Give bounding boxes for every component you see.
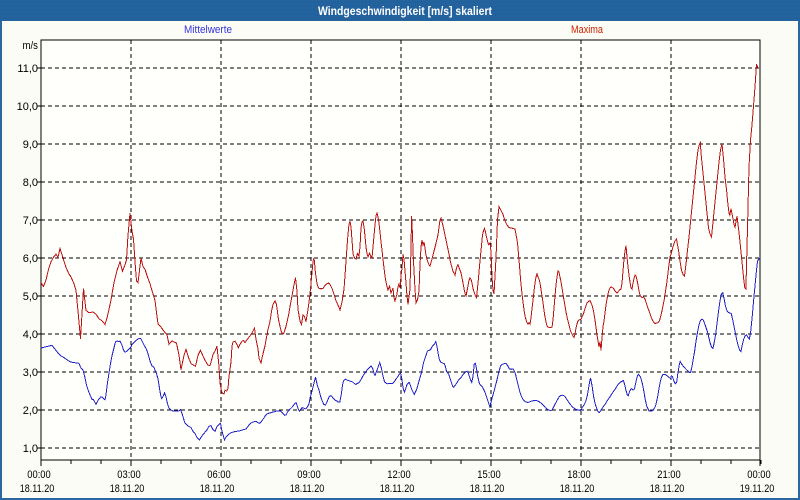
- svg-text:1,0: 1,0: [23, 443, 38, 455]
- svg-text:18.11.20: 18.11.20: [470, 483, 505, 495]
- svg-text:18.11.20: 18.11.20: [20, 483, 55, 495]
- svg-text:18.11.20: 18.11.20: [290, 483, 325, 495]
- svg-text:18.11.20: 18.11.20: [110, 483, 145, 495]
- svg-text:5,0: 5,0: [23, 291, 38, 303]
- svg-text:11,0: 11,0: [17, 63, 38, 75]
- svg-text:03:00: 03:00: [117, 469, 141, 481]
- svg-text:2,0: 2,0: [23, 405, 38, 417]
- svg-text:18.11.20: 18.11.20: [200, 483, 235, 495]
- svg-text:18.11.20: 18.11.20: [650, 483, 685, 495]
- svg-text:06:00: 06:00: [207, 469, 231, 481]
- svg-text:4,0: 4,0: [23, 329, 38, 341]
- svg-text:9,0: 9,0: [23, 139, 38, 151]
- svg-text:7,0: 7,0: [23, 215, 38, 227]
- svg-text:6,0: 6,0: [23, 253, 38, 265]
- svg-text:00:00: 00:00: [747, 469, 771, 481]
- svg-text:Windgeschwindigkeit [m/s] skal: Windgeschwindigkeit [m/s] skaliert: [318, 4, 492, 18]
- svg-text:15:00: 15:00: [477, 469, 501, 481]
- svg-text:Mittelwerte: Mittelwerte: [184, 24, 232, 36]
- svg-text:21:00: 21:00: [657, 469, 681, 481]
- svg-text:19.11.20: 19.11.20: [740, 483, 775, 495]
- svg-text:18.11.20: 18.11.20: [380, 483, 415, 495]
- svg-text:18:00: 18:00: [567, 469, 591, 481]
- svg-text:00:00: 00:00: [27, 469, 51, 481]
- svg-text:09:00: 09:00: [297, 469, 321, 481]
- svg-text:12:00: 12:00: [387, 469, 411, 481]
- svg-text:3,0: 3,0: [23, 367, 38, 379]
- svg-text:Maxima: Maxima: [571, 24, 604, 36]
- svg-text:m/s: m/s: [23, 40, 39, 52]
- svg-text:8,0: 8,0: [23, 177, 38, 189]
- svg-text:10,0: 10,0: [17, 101, 38, 113]
- svg-text:18.11.20: 18.11.20: [560, 483, 595, 495]
